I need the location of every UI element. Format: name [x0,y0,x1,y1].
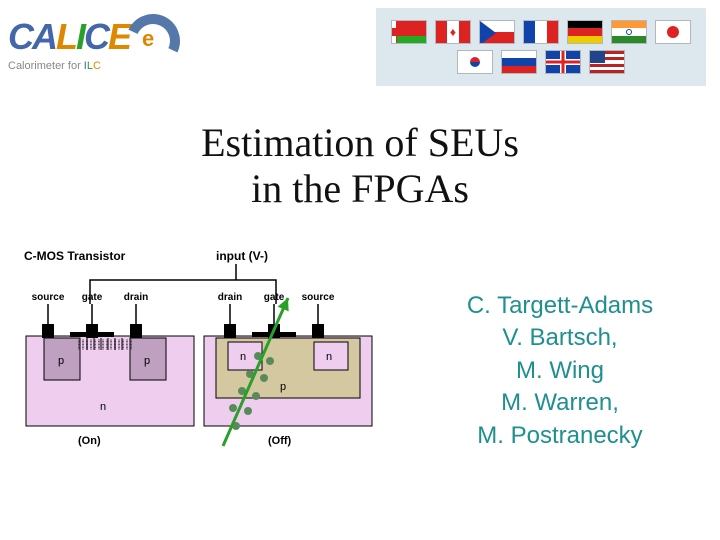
svg-text:p: p [144,355,150,367]
flags-panel: ♦ [376,8,706,86]
title-line1: Estimation of SEUs [201,120,519,165]
svg-text:C-MOS Transistor: C-MOS Transistor [24,249,126,263]
svg-text:source: source [302,292,335,303]
svg-text:n: n [240,351,246,363]
author-line: M. Wing [420,355,700,387]
slide-title: Estimation of SEUs in the FPGAs [0,120,720,212]
flag-belarus [391,20,427,44]
flag-canada: ♦ [435,20,471,44]
svg-text:(Off): (Off) [268,435,292,447]
svg-text:drain: drain [124,292,148,303]
svg-text:input (V-): input (V-) [216,249,268,263]
author-line: V. Bartsch, [420,322,700,354]
flag-india [611,20,647,44]
flag-japan [655,20,691,44]
diagram-svg: C-MOS Transistor input (V-) p p n n n p source ga… [18,246,376,452]
flag-france [523,20,559,44]
svg-text:(On): (On) [78,435,101,447]
sub-prefix: Calorimeter for [8,60,84,72]
title-line2: in the FPGAs [251,166,469,211]
svg-text:drain: drain [218,292,242,303]
flag-czech [479,20,515,44]
calice-logo: CALICE e Calorimeter for ILC [8,8,198,86]
author-line: C. Targett-Adams [420,290,700,322]
logo-inner: e [142,26,154,52]
flag-germany [567,20,603,44]
flag-korea [457,50,493,74]
flag-uk [545,50,581,74]
svg-text:gate: gate [82,292,103,303]
svg-text:gate: gate [264,292,285,303]
svg-text:p: p [58,355,64,367]
author-line: M. Warren, [420,387,700,419]
flag-usa [589,50,625,74]
svg-text:n: n [326,351,332,363]
authors-list: C. Targett-AdamsV. Bartsch,M. WingM. War… [420,290,700,452]
author-line: M. Postranecky [420,420,700,452]
svg-text:p: p [280,381,286,393]
logo-text: CALICE [8,16,130,58]
cmos-diagram: C-MOS Transistor input (V-) p p n n n p source ga… [18,246,376,452]
svg-text:n: n [100,401,106,413]
logo-subtitle: Calorimeter for ILC [8,60,101,72]
flag-russia [501,50,537,74]
sub-C: C [93,60,101,72]
svg-text:source: source [32,292,65,303]
